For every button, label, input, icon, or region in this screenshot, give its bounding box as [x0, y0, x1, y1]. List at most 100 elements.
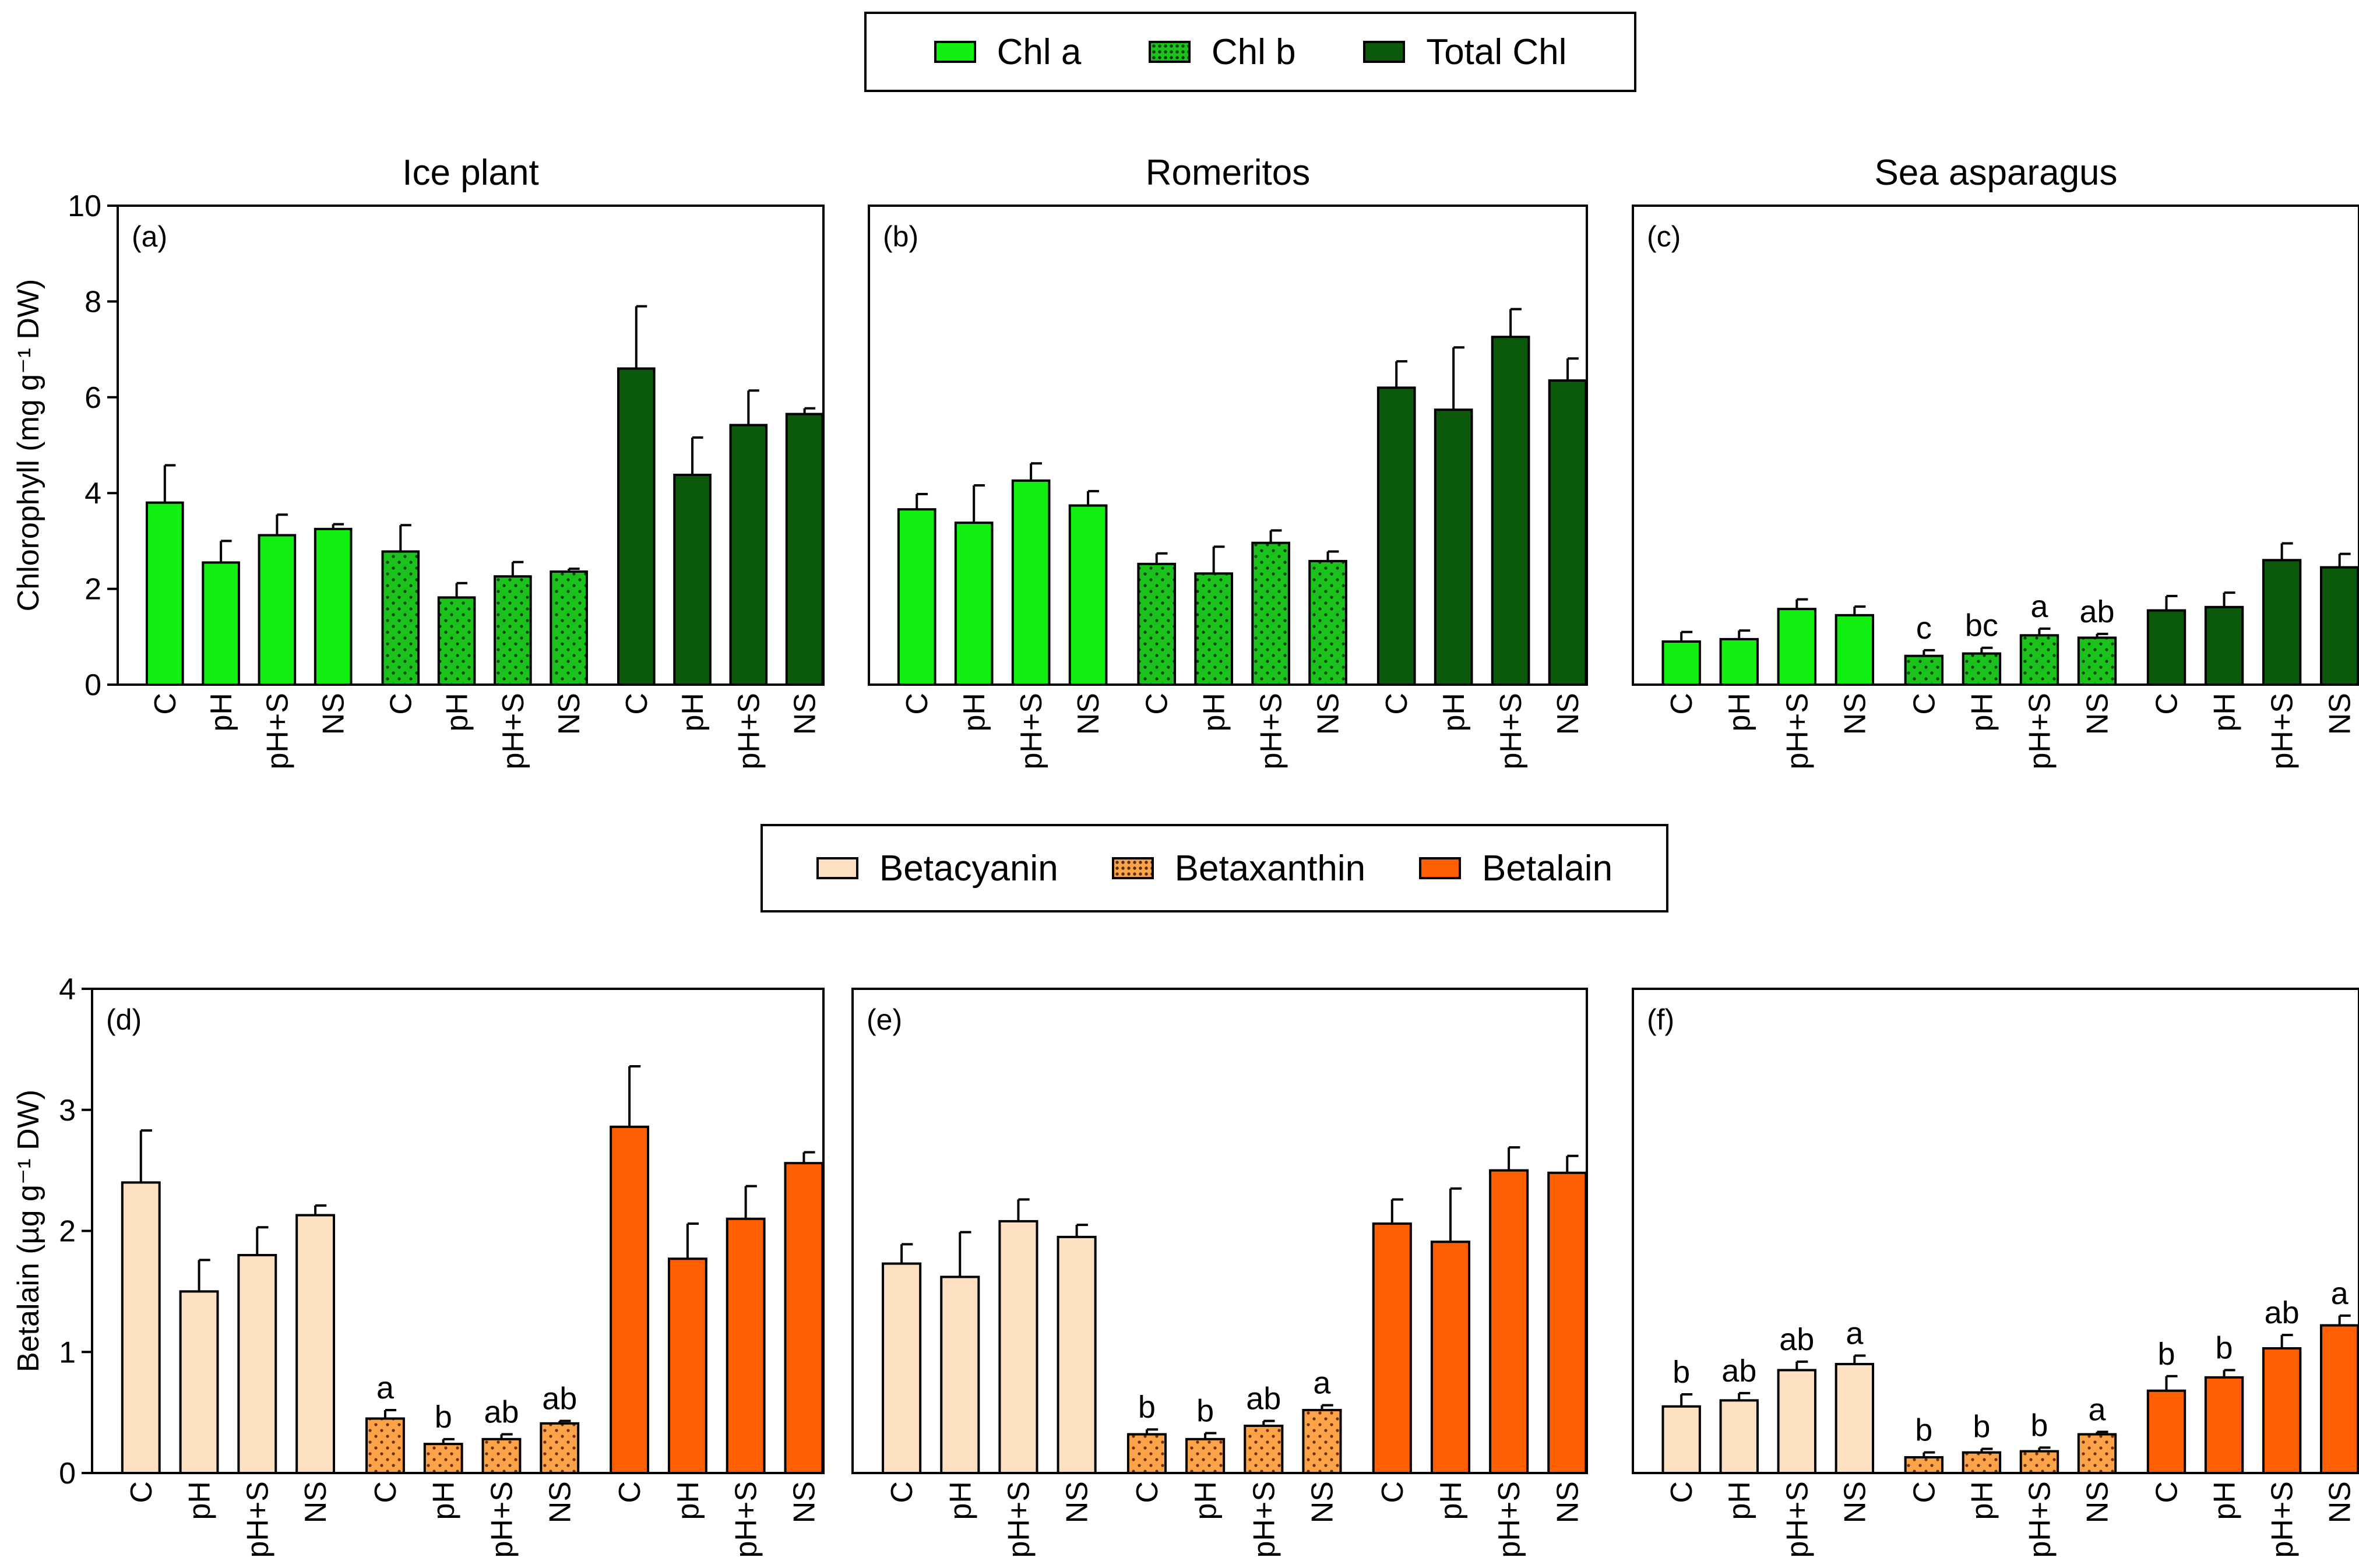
x-tick-label: pH+S	[2266, 693, 2300, 770]
y-tick-label: 0	[59, 1457, 76, 1491]
bar	[1137, 562, 1177, 686]
x-tick-label: pH	[183, 1481, 217, 1520]
bar	[1308, 559, 1347, 686]
bar	[897, 508, 936, 686]
x-tick-label: C	[1140, 693, 1174, 715]
bar	[1244, 1424, 1284, 1475]
x-tick-label: C	[1376, 1481, 1410, 1503]
x-tick-label: NS	[2081, 693, 2115, 735]
bar	[1962, 652, 2002, 686]
panel-label: (b)	[883, 220, 918, 253]
panel-label: (a)	[132, 220, 167, 253]
bar	[2204, 605, 2244, 686]
significance-label: ab	[1246, 1382, 1281, 1417]
significance-label: a	[2088, 1392, 2106, 1427]
significance-label: b	[2216, 1330, 2233, 1365]
bar	[784, 1162, 824, 1475]
x-tick-label: pH	[1965, 1481, 1999, 1520]
x-tick-label: NS	[1551, 693, 1585, 735]
x-tick-label: pH+S	[1255, 693, 1288, 770]
chart-panel-3: (c) Sea asparagus C pH pH+S NS c Cbc pH a pH+S ab NS…	[1632, 153, 2359, 770]
panel-label: (e)	[867, 1003, 902, 1036]
legend-item-chl-b: Chl b	[1148, 31, 1296, 73]
x-tick-label: NS	[788, 693, 822, 735]
legend-label-chl-b: Chl b	[1211, 31, 1296, 72]
x-tick-label: pH+S	[1002, 1481, 1036, 1558]
y-tick-label: 4	[84, 477, 101, 510]
bar	[610, 1125, 650, 1474]
significance-label: a	[376, 1370, 395, 1405]
bar	[146, 501, 184, 686]
betalain-legend: Betacyanin Betaxanthin Betalain	[760, 824, 1668, 912]
significance-label: ab	[2079, 594, 2114, 629]
legend-swatch-chl-b	[1148, 41, 1191, 63]
significance-label: b	[2030, 1408, 2048, 1443]
bar	[1376, 386, 1416, 686]
bar	[1491, 336, 1530, 686]
x-tick-label: pH+S	[1780, 693, 1814, 770]
x-tick-label: C	[1907, 1481, 1941, 1503]
x-tick-label: C	[1380, 693, 1414, 715]
panel-label: (f)	[1647, 1003, 1674, 1036]
bar	[1185, 1437, 1226, 1475]
bar	[1719, 637, 1759, 686]
x-tick-label: C	[1665, 693, 1699, 715]
chart-panel-1: (a) Ice plant 0 2 4 6 8 10 Chlorophyll (mg g⁻¹ D…	[12, 153, 825, 770]
bar	[954, 522, 994, 686]
x-tick-label: C	[885, 1481, 919, 1503]
bar	[202, 561, 240, 686]
bar	[1194, 572, 1234, 686]
legend-swatch-chl-a	[934, 41, 976, 63]
bar	[729, 424, 768, 686]
x-tick-label: pH	[671, 1481, 705, 1520]
x-tick-label: pH	[1723, 1481, 1756, 1520]
bar	[437, 596, 476, 686]
bar	[1777, 608, 1816, 686]
significance-label: ab	[1721, 1354, 1756, 1389]
bar	[882, 1262, 922, 1475]
x-tick-label: NS	[1312, 693, 1346, 735]
legend-item-betalain: Betalain	[1419, 848, 1612, 889]
x-tick-label: NS	[1551, 1481, 1585, 1523]
legend-swatch-betalain	[1419, 857, 1461, 879]
bar	[494, 575, 532, 686]
significance-label: ab	[2265, 1295, 2300, 1330]
y-axis-label: Betalain (µg g⁻¹ DW)	[12, 1090, 45, 1372]
x-tick-label: C	[620, 693, 654, 715]
bar	[1548, 379, 1587, 686]
x-tick-label: pH+S	[732, 693, 766, 770]
significance-label: ab	[1779, 1322, 1814, 1357]
legend-item-total-chl: Total Chl	[1363, 31, 1566, 73]
y-tick-label: 4	[59, 972, 76, 1006]
bar	[314, 527, 353, 686]
y-tick-label: 10	[68, 189, 101, 223]
x-tick-label: pH+S	[485, 1481, 519, 1558]
bar	[540, 1422, 580, 1475]
bar	[1547, 1171, 1587, 1474]
bar	[726, 1217, 766, 1475]
y-tick-label: 6	[84, 381, 101, 415]
x-tick-label: pH+S	[2023, 693, 2057, 770]
x-tick-label: pH	[441, 693, 474, 731]
legend-swatch-betacyanin	[816, 857, 858, 879]
significance-label: b	[1973, 1409, 1990, 1444]
x-tick-label: NS	[299, 1481, 333, 1523]
x-tick-label: pH+S	[730, 1481, 763, 1558]
y-tick-label: 1	[59, 1336, 76, 1369]
chart-panel-6: (f)bCabpHabpH+SaNSbCbpHbpH+SaNSbCbpHabpH…	[1632, 988, 2359, 1558]
x-tick-label: NS	[787, 1481, 821, 1523]
x-tick-label: C	[2150, 693, 2184, 715]
bar	[1302, 1408, 1342, 1474]
bar	[2319, 1324, 2359, 1474]
panel-title: Ice plant	[402, 153, 538, 193]
bar	[2077, 636, 2117, 686]
bar	[1057, 1235, 1097, 1474]
x-tick-label: pH+S	[1247, 1481, 1281, 1558]
bar	[667, 1257, 707, 1474]
x-tick-label: C	[900, 693, 934, 715]
bar	[423, 1443, 463, 1474]
legend-label-betaxanthin: Betaxanthin	[1174, 848, 1366, 889]
significance-label: b	[435, 1400, 452, 1435]
x-tick-label: NS	[552, 693, 586, 735]
